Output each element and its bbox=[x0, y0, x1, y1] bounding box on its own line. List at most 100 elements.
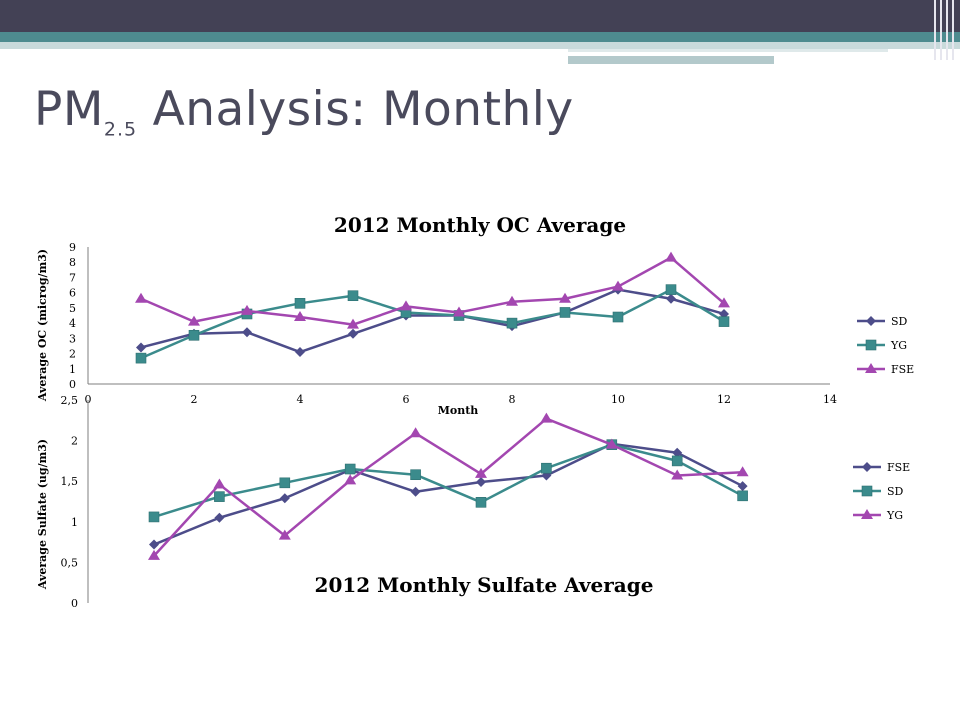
oc-point-fse bbox=[453, 306, 465, 317]
oc-x-tick-label: 12 bbox=[717, 393, 731, 406]
sulfate-point-yg bbox=[540, 412, 553, 423]
oc-y-tick-label: 6 bbox=[69, 287, 76, 300]
oc-legend-label: YG bbox=[890, 339, 907, 352]
oc-x-tick-label: 0 bbox=[85, 393, 92, 406]
sulfate-point-fse bbox=[214, 512, 225, 523]
oc-point-yg bbox=[718, 316, 730, 327]
oc-point-fse bbox=[506, 295, 518, 306]
sulfate-point-sd bbox=[344, 463, 356, 475]
oc-point-yg bbox=[506, 317, 518, 329]
sulfate-y-tick-label: 2,5 bbox=[61, 394, 79, 407]
oc-point-yg bbox=[612, 311, 624, 323]
oc-legend-label: FSE bbox=[891, 363, 914, 376]
oc-point-fse bbox=[294, 311, 306, 322]
oc-x-tick-label: 14 bbox=[823, 393, 837, 406]
sulfate-point-fse bbox=[149, 539, 159, 550]
oc-series-line-sd bbox=[140, 288, 725, 354]
oc-point-fse bbox=[135, 292, 147, 303]
sulfate-point-sd bbox=[475, 497, 487, 508]
oc-legend-label: SD bbox=[891, 315, 908, 328]
title-rest: Analysis: Monthly bbox=[137, 82, 574, 137]
oc-y-axis-title: Average OC (microg/m3) bbox=[36, 249, 49, 402]
sulfate-series-line-sd bbox=[153, 443, 744, 519]
oc-y-tick-label: 5 bbox=[69, 302, 76, 315]
sulfate-point-yg bbox=[605, 438, 618, 449]
sulfate-point-sd bbox=[214, 491, 225, 502]
oc-legend-marker bbox=[865, 363, 877, 373]
slide-title: PM2.5 Analysis: Monthly bbox=[34, 82, 574, 140]
oc-point-fse bbox=[347, 318, 359, 329]
pale-band bbox=[0, 42, 960, 49]
sulfate-point-fse bbox=[279, 493, 290, 504]
sulfate-point-fse bbox=[672, 447, 683, 458]
sulfate-point-sd bbox=[410, 469, 421, 481]
top-dark-bar bbox=[0, 0, 960, 32]
sulfate-legend-marker bbox=[862, 462, 872, 472]
oc-x-tick-label: 6 bbox=[403, 393, 410, 406]
sulfate-point-yg bbox=[409, 427, 422, 438]
sulfate-chart-title: 2012 Monthly Sulfate Average bbox=[315, 573, 654, 597]
title-subscript: 2.5 bbox=[103, 118, 138, 141]
oc-series-line-fse bbox=[140, 256, 725, 326]
oc-x-tick-label: 8 bbox=[509, 393, 516, 406]
oc-point-fse bbox=[718, 297, 730, 308]
oc-chart-title: 2012 Monthly OC Average bbox=[334, 213, 626, 237]
oc-point-sd bbox=[666, 293, 676, 304]
sulfate-point-sd bbox=[671, 455, 683, 467]
oc-point-fse bbox=[188, 315, 200, 326]
corner-decoration bbox=[928, 0, 960, 60]
sulfate-point-yg bbox=[475, 467, 487, 478]
oc-point-yg bbox=[559, 307, 571, 318]
oc-legend-marker bbox=[866, 316, 876, 326]
sulfate-legend-label: SD bbox=[887, 485, 904, 498]
oc-point-yg bbox=[347, 290, 359, 302]
oc-y-tick-label: 9 bbox=[69, 241, 76, 254]
sulfate-legend-label: YG bbox=[886, 509, 903, 522]
oc-x-tick-label: 2 bbox=[191, 393, 198, 406]
oc-x-tick-label: 10 bbox=[611, 393, 625, 406]
oc-point-yg bbox=[188, 329, 200, 341]
oc-y-tick-label: 0 bbox=[69, 378, 76, 391]
oc-x-tick-label: 4 bbox=[297, 393, 304, 406]
oc-y-tick-label: 2 bbox=[69, 348, 76, 361]
sulfate-point-yg bbox=[344, 474, 357, 485]
oc-point-sd bbox=[242, 327, 252, 338]
sulfate-point-sd bbox=[148, 511, 160, 523]
sulfate-point-yg bbox=[736, 466, 749, 477]
oc-y-tick-label: 7 bbox=[69, 271, 76, 284]
oc-point-yg bbox=[294, 298, 306, 309]
sulfate-y-tick-label: 0,5 bbox=[61, 556, 79, 569]
oc-point-fse bbox=[559, 292, 571, 303]
oc-point-sd bbox=[295, 347, 305, 358]
oc-point-yg bbox=[665, 284, 677, 295]
oc-y-tick-label: 3 bbox=[69, 332, 76, 345]
sulfate-point-yg bbox=[671, 469, 684, 480]
sulfate-legend-marker bbox=[861, 485, 873, 497]
oc-point-sd bbox=[136, 342, 146, 353]
oc-x-axis-title: Month bbox=[438, 404, 479, 417]
oc-point-sd bbox=[348, 328, 358, 339]
decorative-line bbox=[568, 49, 888, 52]
oc-point-yg bbox=[135, 352, 147, 364]
sulfate-y-tick-label: 0 bbox=[71, 597, 78, 610]
sulfate-point-yg bbox=[148, 549, 160, 560]
sulfate-point-yg bbox=[213, 478, 226, 489]
teal-band bbox=[0, 32, 960, 42]
oc-point-fse bbox=[400, 300, 412, 311]
sulfate-legend-marker bbox=[861, 509, 873, 519]
sulfate-point-fse bbox=[476, 477, 486, 488]
oc-point-fse bbox=[241, 304, 253, 315]
sulfate-point-sd bbox=[737, 490, 748, 502]
decorative-line bbox=[568, 56, 774, 64]
sulfate-point-fse bbox=[410, 486, 421, 497]
sulfate-y-tick-label: 2 bbox=[71, 435, 78, 448]
sulfate-y-axis-title: Average Sulfate (ug/m3) bbox=[36, 439, 49, 590]
oc-y-tick-label: 8 bbox=[69, 256, 76, 269]
oc-point-fse bbox=[665, 251, 677, 262]
sulfate-point-sd bbox=[279, 477, 291, 489]
oc-legend-marker bbox=[865, 339, 877, 351]
oc-point-fse bbox=[612, 280, 624, 291]
sulfate-point-yg bbox=[278, 529, 291, 540]
oc-y-tick-label: 1 bbox=[69, 363, 76, 376]
